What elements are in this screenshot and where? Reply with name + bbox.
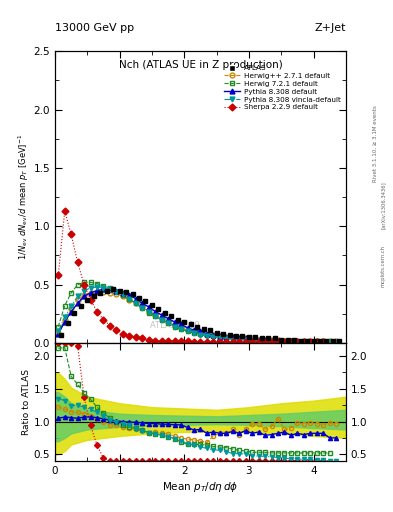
Text: [arXiv:1306.3436]: [arXiv:1306.3436] (381, 181, 386, 229)
Text: ATLAS 2019: ATLAS 2019 (150, 321, 199, 330)
Y-axis label: $1/N_\mathrm{ev}$ $dN_\mathrm{ev}/d$ mean $p_T$ $[\mathrm{GeV}]^{-1}$: $1/N_\mathrm{ev}$ $dN_\mathrm{ev}/d$ mea… (17, 134, 31, 260)
Text: mcplots.cern.ch: mcplots.cern.ch (381, 245, 386, 287)
Text: Z+Jet: Z+Jet (314, 23, 346, 33)
Text: Rivet 3.1.10, ≥ 3.1M events: Rivet 3.1.10, ≥ 3.1M events (373, 105, 378, 182)
Text: 13000 GeV pp: 13000 GeV pp (55, 23, 134, 33)
Legend: ATLAS, Herwig++ 2.7.1 default, Herwig 7.2.1 default, Pythia 8.308 default, Pythi: ATLAS, Herwig++ 2.7.1 default, Herwig 7.… (223, 63, 342, 112)
Y-axis label: Ratio to ATLAS: Ratio to ATLAS (22, 369, 31, 435)
X-axis label: Mean $p_T/d\eta\,d\phi$: Mean $p_T/d\eta\,d\phi$ (162, 480, 239, 494)
Text: Nch (ATLAS UE in Z production): Nch (ATLAS UE in Z production) (119, 60, 282, 70)
